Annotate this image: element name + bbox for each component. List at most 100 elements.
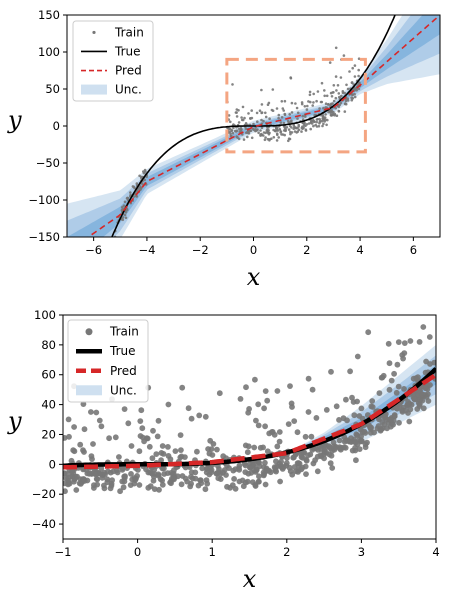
train-point: [178, 481, 185, 488]
train-point: [297, 123, 301, 127]
train-point: [146, 443, 153, 450]
legend: Train True Pred Unc.: [67, 319, 149, 403]
y-tick-label: 20: [41, 427, 56, 441]
train-point: [358, 437, 365, 444]
train-point: [187, 483, 194, 490]
train-point: [411, 396, 418, 403]
train-point: [243, 116, 246, 120]
train-point: [143, 178, 146, 182]
train-point: [101, 482, 107, 489]
train-point: [367, 429, 374, 436]
legend-train-swatch: [92, 30, 96, 35]
train-point: [234, 111, 238, 114]
train-point: [406, 400, 413, 407]
train-point: [329, 102, 333, 106]
train-point: [350, 96, 353, 100]
train-point: [323, 120, 327, 123]
train-point: [138, 407, 145, 414]
train-point: [267, 129, 270, 132]
train-point: [275, 127, 278, 130]
y-tick-label: 40: [41, 398, 56, 412]
train-point: [366, 422, 372, 428]
train-point: [262, 134, 265, 137]
train-point: [309, 386, 316, 393]
train-point: [348, 70, 351, 73]
y-axis-label: y: [7, 106, 22, 134]
train-point: [315, 120, 319, 124]
train-point: [274, 129, 277, 133]
train-point: [252, 122, 255, 126]
train-point: [231, 476, 238, 482]
train-point: [283, 460, 290, 466]
train-point: [161, 471, 168, 477]
train-point: [132, 195, 136, 198]
train-point: [294, 429, 301, 436]
train-point: [97, 470, 104, 477]
train-point: [280, 100, 284, 103]
train-point: [348, 435, 354, 441]
x-tick-label: −6: [85, 243, 102, 257]
train-point: [160, 451, 167, 457]
train-point: [188, 473, 194, 480]
train-point: [417, 396, 424, 402]
train-point: [98, 423, 105, 430]
x-tick-label: −4: [138, 243, 155, 257]
train-point: [293, 130, 297, 133]
train-point: [386, 386, 393, 393]
train-point: [313, 113, 317, 117]
train-point: [73, 487, 80, 493]
train-point: [250, 109, 253, 112]
train-point: [329, 111, 333, 114]
train-point: [395, 339, 402, 345]
train-point: [260, 126, 264, 129]
train-point: [298, 466, 305, 473]
train-point: [70, 447, 77, 454]
train-point: [260, 132, 263, 136]
train-point: [192, 475, 199, 482]
train-point: [277, 116, 280, 120]
train-point: [333, 403, 340, 410]
train-point: [245, 470, 252, 477]
legend-label: Unc.: [110, 383, 137, 397]
train-point: [279, 121, 283, 124]
true-curve: [111, 15, 396, 237]
train-point: [150, 427, 156, 434]
train-point: [328, 61, 332, 64]
train-point: [214, 446, 220, 453]
train-point: [291, 464, 298, 470]
train-point: [123, 200, 127, 204]
train-point: [304, 115, 307, 118]
train-point: [314, 123, 318, 127]
train-point: [65, 475, 72, 481]
train-point: [323, 89, 326, 92]
train-point: [308, 433, 315, 440]
train-point: [369, 398, 376, 404]
train-point: [336, 84, 340, 87]
train-point: [260, 103, 264, 106]
train-point: [141, 438, 148, 445]
train-point: [255, 422, 262, 429]
train-point: [357, 87, 361, 91]
train-point: [344, 417, 350, 424]
train-point: [216, 390, 223, 397]
plot-area: [63, 324, 436, 495]
train-point: [415, 391, 421, 398]
train-point: [305, 375, 312, 382]
train-point: [90, 441, 96, 447]
train-point: [290, 119, 293, 123]
train-point: [259, 129, 262, 132]
train-point: [356, 446, 363, 452]
train-point: [275, 107, 279, 110]
train-point: [156, 486, 162, 493]
train-point: [248, 129, 252, 133]
train-point: [262, 131, 266, 134]
train-point: [334, 106, 338, 110]
legend-box: [72, 20, 154, 102]
train-point: [346, 97, 350, 100]
train-point: [340, 94, 343, 98]
x-tick-label: 4: [432, 545, 439, 559]
train-point: [80, 447, 86, 454]
train-point: [336, 437, 343, 444]
train-point: [283, 99, 287, 103]
train-point: [394, 361, 401, 368]
